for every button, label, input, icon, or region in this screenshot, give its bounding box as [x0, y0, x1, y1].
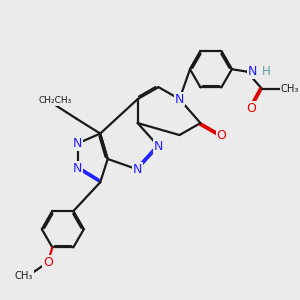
Text: O: O — [246, 102, 256, 115]
Text: O: O — [43, 256, 53, 269]
Text: CH₃: CH₃ — [280, 84, 298, 94]
Text: N: N — [73, 137, 83, 150]
Text: CH₂CH₃: CH₂CH₃ — [39, 96, 72, 105]
Text: N: N — [248, 65, 257, 78]
Text: N: N — [175, 93, 184, 106]
Text: H: H — [262, 65, 271, 78]
Text: N: N — [154, 140, 163, 153]
Text: CH₃: CH₃ — [15, 271, 33, 281]
Text: N: N — [73, 162, 83, 175]
Text: O: O — [217, 128, 226, 142]
Text: N: N — [133, 163, 142, 176]
